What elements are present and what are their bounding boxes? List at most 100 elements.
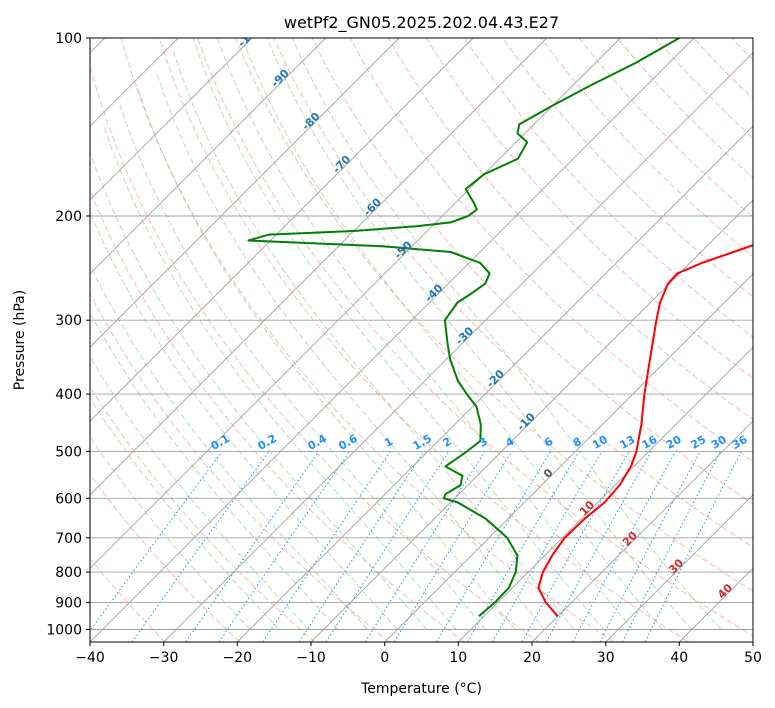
dry-adiabat-line [90, 473, 241, 642]
dry-adiabat-line [90, 385, 316, 642]
isotherm-line [90, 38, 695, 642]
dry-adiabat-line [158, 38, 689, 642]
mixing-ratio-line [393, 451, 513, 642]
x-axis-label: Temperature (°C) [360, 681, 482, 697]
chart-title: wetPf2_GN05.2025.202.04.43.E27 [284, 13, 559, 33]
mixing-ratio-line [521, 451, 630, 642]
isotherm-label: -10 [515, 410, 538, 433]
moist-adiabat-line [241, 38, 663, 630]
dry-adiabat-line [655, 38, 753, 139]
y-tick-label: 200 [55, 209, 82, 225]
y-tick-label: 400 [55, 387, 82, 403]
isotherm-line [90, 38, 548, 496]
x-tick-label: −10 [296, 650, 326, 666]
isotherm-label: -80 [299, 110, 322, 133]
x-tick-label: 50 [744, 650, 762, 666]
moist-adiabat-line [192, 38, 604, 630]
x-tick-label: −40 [75, 650, 105, 666]
isotherm-line [163, 52, 753, 642]
x-tick-label: 30 [597, 650, 615, 666]
x-tick-label: 40 [670, 650, 688, 666]
mixing-ratio-label: 3 [477, 435, 490, 450]
isotherm-label: -30 [453, 324, 476, 347]
dry-adiabat-line [197, 38, 753, 637]
moist-adiabat-line [90, 150, 428, 630]
moist-adiabat-line [291, 38, 722, 630]
x-tick-label: 10 [449, 650, 467, 666]
mixing-ratio-line [325, 451, 450, 642]
moist-adiabat-line [216, 38, 634, 630]
dry-adiabat-line [425, 38, 753, 379]
mixing-ratio-line [298, 451, 425, 642]
dry-adiabat-line [273, 38, 753, 548]
moist-adiabat-line [90, 210, 398, 630]
mixing-ratio-label: 10 [590, 433, 610, 452]
isotherm-line [90, 38, 621, 569]
isotherm-line [90, 38, 253, 201]
isotherm-line [752, 641, 753, 642]
mixing-ratio-label: 6 [542, 435, 555, 450]
mixing-ratio-line [90, 451, 223, 632]
mixing-ratio-label: 2 [441, 435, 454, 450]
mixing-ratio-line [621, 451, 722, 642]
moist-adiabat-line [90, 436, 251, 630]
y-tick-label: 500 [55, 444, 82, 460]
dry-adiabat-line [464, 38, 753, 338]
dry-adiabat-line [770, 38, 775, 642]
mixing-ratio-line [644, 451, 742, 642]
x-tick-label: 20 [523, 650, 541, 666]
y-tick-label: 600 [55, 491, 82, 507]
isotherm-line [678, 567, 753, 642]
mixing-ratio-line [545, 451, 652, 642]
mixing-ratio-label: 8 [571, 435, 584, 450]
dewpoint-profile-line [247, 38, 680, 618]
moist-adiabat-line [90, 355, 310, 630]
x-tick-label: −20 [223, 650, 253, 666]
isotherm-line [457, 346, 753, 642]
dry-adiabat-line [90, 292, 390, 642]
y-tick-label: 700 [55, 531, 82, 547]
moist-adiabat-label: 10 [577, 498, 597, 518]
isotherm-label: -20 [484, 367, 507, 390]
isotherm-label: -100 [235, 21, 264, 50]
temperature-profile-line [537, 244, 753, 617]
dry-adiabat-line [120, 38, 614, 642]
mixing-ratio-label: 0.4 [306, 432, 330, 453]
mixing-ratio-line [218, 451, 351, 642]
mixing-ratio-label: 20 [664, 433, 684, 452]
dry-adiabat-line [235, 38, 753, 592]
moist-adiabat-line [266, 38, 693, 630]
dry-adiabat-line [387, 38, 753, 421]
mixing-ratio-label: 1.5 [411, 432, 434, 453]
isotherm-line [531, 420, 753, 642]
moist-adiabat-line [102, 124, 457, 630]
mixing-ratio-line [262, 451, 391, 642]
x-tick-label: 0 [380, 650, 389, 666]
mixing-ratio-label: 30 [709, 433, 729, 452]
mixing-ratio-label: 36 [730, 433, 750, 452]
isotherm-line [310, 199, 753, 642]
dry-adiabat-line [90, 557, 166, 642]
plot-frame [89, 37, 754, 643]
dry-adiabat-line [693, 38, 753, 100]
y-tick-label: 1000 [46, 623, 82, 639]
dry-adiabat-line [349, 38, 753, 463]
moist-adiabat-line [136, 84, 516, 630]
mixing-ratio-label: 25 [689, 433, 709, 452]
isotherm-label: -50 [392, 238, 415, 261]
moist-adiabat-line [172, 50, 575, 630]
isotherm-label: -40 [422, 281, 445, 304]
dry-adiabat-line [90, 63, 540, 642]
y-tick-label: 100 [55, 31, 82, 47]
mixing-ratio-line [185, 451, 320, 642]
isotherm-label: -60 [361, 195, 384, 218]
moist-adiabat-line [156, 73, 545, 630]
dry-adiabat-line [502, 38, 753, 298]
moist-adiabat-line [119, 105, 486, 630]
moist-adiabat-label: 40 [715, 581, 735, 601]
y-tick-label: 900 [55, 595, 82, 611]
dry-adiabat-line [90, 189, 465, 642]
mixing-ratio-label: 0.1 [209, 432, 232, 453]
